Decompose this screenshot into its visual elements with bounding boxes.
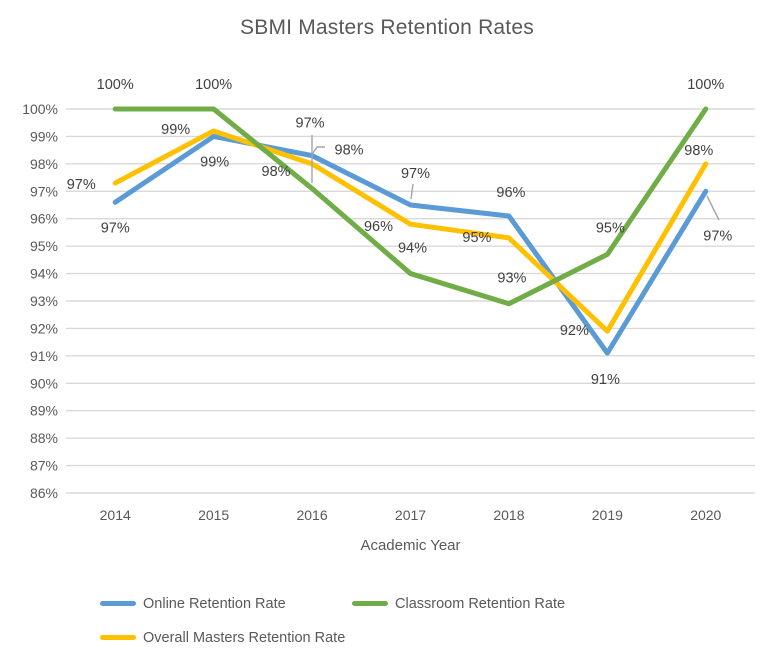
legend-item-overall: Overall Masters Retention Rate <box>100 627 352 648</box>
plot-area: 100% 99% 98% 97% 96% 95% 94% 93% 92% 91% 90% 89% 88%… <box>22 77 755 523</box>
y-axis-tick-labels: 100% 99% 98% 97% 96% 95% 94% 93% 92% 91% 90% 89% 88%… <box>22 101 58 501</box>
data-label: 98% <box>684 143 713 159</box>
y-tick-label: 95% <box>30 238 58 254</box>
x-tick-label: 2014 <box>100 507 131 523</box>
y-tick-label: 94% <box>30 266 58 282</box>
x-tick-label: 2017 <box>395 507 426 523</box>
data-label-leader <box>706 195 720 221</box>
y-tick-label: 87% <box>30 458 58 474</box>
x-tick-label: 2018 <box>493 507 524 523</box>
series-line-2 <box>112 128 709 334</box>
y-tick-label: 100% <box>22 101 58 117</box>
data-label: 97% <box>401 166 430 182</box>
data-label: 96% <box>496 185 525 201</box>
y-tick-label: 88% <box>30 430 58 446</box>
y-tick-label: 89% <box>30 403 58 419</box>
data-label: 94% <box>398 241 427 257</box>
x-tick-label: 2019 <box>592 507 623 523</box>
y-tick-label: 92% <box>30 320 58 336</box>
data-label: 97% <box>101 220 130 236</box>
legend-label-classroom: Classroom Retention Rate <box>395 595 566 612</box>
data-label: 99% <box>161 122 190 138</box>
y-tick-label: 90% <box>30 375 58 391</box>
x-tick-label: 2015 <box>198 507 229 523</box>
data-label: 97% <box>67 177 96 193</box>
legend-item-online: Online Retention Rate <box>100 593 352 614</box>
legend-label-online: Online Retention Rate <box>143 595 286 612</box>
data-label: 95% <box>596 220 625 236</box>
data-label: 100% <box>195 77 232 93</box>
x-axis-title: Academic Year <box>360 537 461 554</box>
data-label-leader <box>410 183 414 200</box>
legend: Online Retention Rate Classroom Retentio… <box>100 593 565 648</box>
data-label: 100% <box>687 77 724 93</box>
data-label: 93% <box>497 271 526 287</box>
x-tick-label: 2020 <box>690 507 721 523</box>
data-label: 99% <box>200 154 229 170</box>
series-line-1 <box>112 106 709 307</box>
data-label: 95% <box>462 230 491 246</box>
data-label: 98% <box>262 164 291 180</box>
data-label: 100% <box>97 77 134 93</box>
y-tick-label: 93% <box>30 293 58 309</box>
data-label: 98% <box>335 143 364 159</box>
y-tick-label: 86% <box>30 485 58 501</box>
series-lines <box>112 106 709 356</box>
data-label: 92% <box>560 323 589 339</box>
legend-swatch-online <box>100 601 136 606</box>
series-line-0 <box>112 133 709 356</box>
data-label: 97% <box>703 228 732 244</box>
x-tick-label: 2016 <box>296 507 327 523</box>
leader-lines <box>311 135 720 221</box>
y-tick-label: 98% <box>30 156 58 172</box>
legend-swatch-classroom <box>352 601 388 606</box>
legend-swatch-overall <box>100 635 136 640</box>
y-tick-label: 97% <box>30 183 58 199</box>
y-tick-label: 91% <box>30 348 58 364</box>
legend-item-classroom: Classroom Retention Rate <box>352 593 565 614</box>
data-label: 96% <box>364 219 393 235</box>
data-label: 91% <box>591 372 620 388</box>
data-labels: 97% 99% 98% 97% 96% 91% 97% 100% 100% 97% 94% 93% 95… <box>67 77 733 388</box>
legend-label-overall: Overall Masters Retention Rate <box>143 629 346 646</box>
gridlines <box>66 108 755 494</box>
y-tick-label: 96% <box>30 211 58 227</box>
y-tick-label: 99% <box>30 128 58 144</box>
data-label: 97% <box>296 116 325 132</box>
chart-title: SBMI Masters Retention Rates <box>240 16 534 39</box>
x-axis-tick-labels: 2014 2015 2016 2017 2018 2019 2020 <box>100 507 722 523</box>
data-label-leader <box>312 146 325 154</box>
